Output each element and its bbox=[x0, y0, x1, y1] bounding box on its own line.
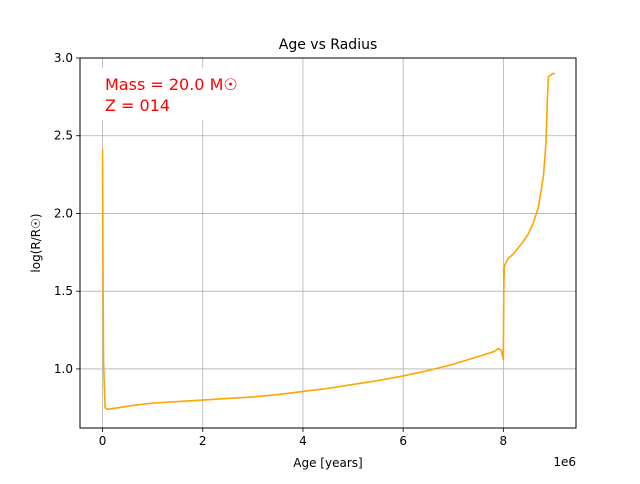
x-tick-label: 8 bbox=[500, 434, 508, 448]
y-tick-label: 1.0 bbox=[54, 362, 73, 376]
annotation-mass: Mass = 20.0 M☉ bbox=[105, 75, 238, 94]
chart-title: Age vs Radius bbox=[279, 37, 378, 53]
series-line bbox=[101, 72, 556, 411]
x-tick-label: 6 bbox=[399, 434, 407, 448]
x-tick-label: 4 bbox=[299, 434, 307, 448]
y-tick-label: 3.0 bbox=[54, 51, 73, 65]
series-layer bbox=[101, 72, 556, 411]
x-tick-label: 0 bbox=[99, 434, 107, 448]
y-tick-label: 2.5 bbox=[54, 129, 73, 143]
x-axis-offset-label: 1e6 bbox=[553, 455, 576, 469]
x-axis-label: Age [years] bbox=[293, 456, 362, 470]
annotation-metallicity: Z = 014 bbox=[105, 96, 170, 115]
x-tick-label: 2 bbox=[199, 434, 207, 448]
axis-ticks: 0 2 4 6 8 1.0 1.5 2.0 2.5 3.0 bbox=[54, 51, 507, 448]
y-tick-label: 2.0 bbox=[54, 206, 73, 220]
annotation-box: Mass = 20.0 M☉ Z = 014 bbox=[100, 68, 238, 120]
y-axis-label: log(R/R☉) bbox=[29, 213, 43, 272]
y-tick-label: 1.5 bbox=[54, 284, 73, 298]
plot-frame bbox=[79, 57, 577, 429]
annotation-background bbox=[100, 68, 204, 120]
